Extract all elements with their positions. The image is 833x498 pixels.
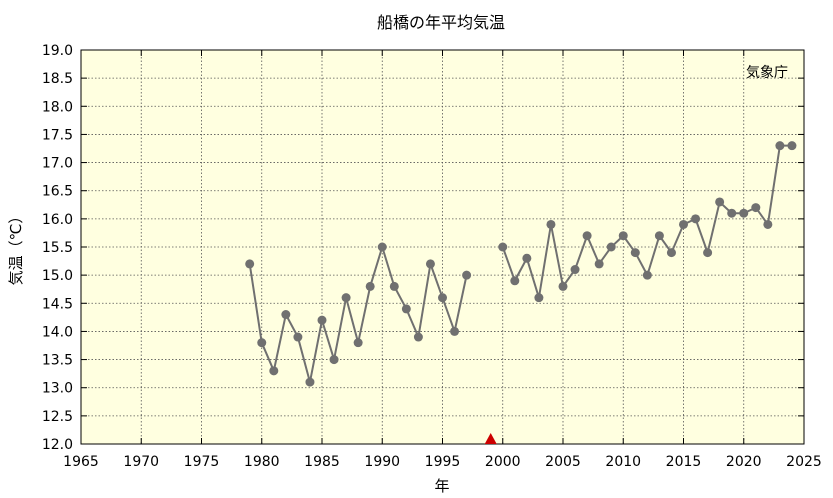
x-tick-label: 1975: [184, 454, 220, 470]
data-point-2007: [582, 231, 592, 241]
x-tick-label: 1990: [364, 454, 400, 470]
x-tick-label: 2005: [545, 454, 581, 470]
y-tick-label: 16.0: [42, 212, 73, 228]
x-axis-title: 年: [434, 477, 449, 495]
data-point-2014: [666, 248, 676, 258]
data-point-2019: [727, 208, 737, 218]
data-point-1994: [425, 259, 435, 269]
data-point-2021: [751, 203, 761, 213]
data-point-2015: [679, 219, 688, 229]
y-tick-label: 18.5: [42, 71, 73, 87]
data-point-2004: [546, 219, 556, 229]
y-tick-label: 14.0: [42, 324, 73, 340]
source-credit: 気象庁: [746, 65, 788, 81]
y-tick-label: 16.5: [42, 184, 73, 200]
data-point-1992: [401, 304, 411, 314]
y-tick-label: 15.0: [42, 268, 73, 284]
data-point-2020: [739, 208, 749, 218]
data-point-2001: [510, 276, 520, 286]
data-point-1989: [365, 281, 375, 291]
y-tick-label: 12.0: [42, 437, 73, 453]
data-point-2017: [703, 248, 713, 258]
data-point-2024: [787, 141, 797, 151]
data-point-2010: [618, 231, 628, 241]
y-axis: 12.0 12.5 13.0 13.5 14.0 14.5 15.0 15.5 16.0 16.5…: [42, 43, 804, 453]
y-tick-label: 19.0: [42, 43, 73, 59]
y-tick-label: 12.5: [42, 409, 73, 425]
data-point-1995: [438, 293, 447, 303]
data-point-1983: [293, 332, 303, 342]
data-point-2009: [606, 242, 616, 252]
data-point-2003: [534, 293, 544, 303]
x-tick-label: 2020: [726, 454, 762, 470]
x-tick-label: 1970: [123, 454, 159, 470]
x-tick-label: 2000: [485, 454, 521, 470]
data-point-2000: [498, 242, 508, 252]
data-point-1980: [257, 338, 267, 348]
data-point-1979: [245, 259, 255, 269]
chart-title: 船橋の年平均気温: [377, 13, 505, 32]
event-marker-layer: [484, 433, 497, 444]
y-tick-label: 13.5: [42, 353, 73, 369]
y-axis-title: 気温（℃）: [7, 209, 25, 286]
x-tick-label: 2025: [786, 454, 822, 470]
data-point-1986: [329, 355, 339, 365]
data-point-2016: [691, 214, 701, 224]
data-point-1993: [413, 332, 423, 342]
x-tick-label: 1985: [304, 454, 340, 470]
data-point-2006: [570, 265, 580, 275]
data-point-2011: [630, 248, 640, 258]
y-tick-label: 14.5: [42, 296, 73, 312]
data-point-1982: [281, 310, 291, 320]
x-tick-label: 1995: [425, 454, 461, 470]
data-point-2005: [558, 281, 568, 291]
event-triangle-marker: [484, 433, 497, 444]
data-point-2013: [654, 231, 664, 241]
data-point-1996: [450, 326, 460, 336]
data-point-1991: [389, 281, 399, 291]
x-tick-label: 1965: [63, 454, 99, 470]
data-point-1981: [269, 366, 279, 376]
data-point-1985: [317, 315, 327, 325]
data-point-1987: [341, 293, 351, 303]
data-point-2023: [775, 141, 785, 151]
data-point-2022: [763, 219, 773, 229]
series-annual-mean: [245, 141, 797, 387]
data-point-2012: [642, 270, 652, 280]
data-point-2018: [715, 197, 725, 207]
data-point-1990: [377, 242, 387, 252]
y-tick-label: 17.0: [42, 156, 73, 172]
x-tick-label: 2010: [605, 454, 641, 470]
y-tick-label: 13.0: [42, 381, 73, 397]
x-tick-label: 2015: [666, 454, 702, 470]
x-axis: 1965 1970 1975 1980 1985 1990 1995 2000 2005 2010…: [63, 50, 822, 470]
y-tick-label: 18.0: [42, 99, 73, 115]
y-tick-label: 15.5: [42, 240, 73, 256]
data-point-1984: [305, 377, 315, 387]
data-point-1988: [353, 338, 363, 348]
data-point-2002: [522, 253, 532, 263]
data-point-2008: [594, 259, 604, 269]
y-tick-label: 17.5: [42, 127, 73, 143]
x-tick-label: 1980: [244, 454, 280, 470]
data-point-1997: [462, 270, 472, 280]
